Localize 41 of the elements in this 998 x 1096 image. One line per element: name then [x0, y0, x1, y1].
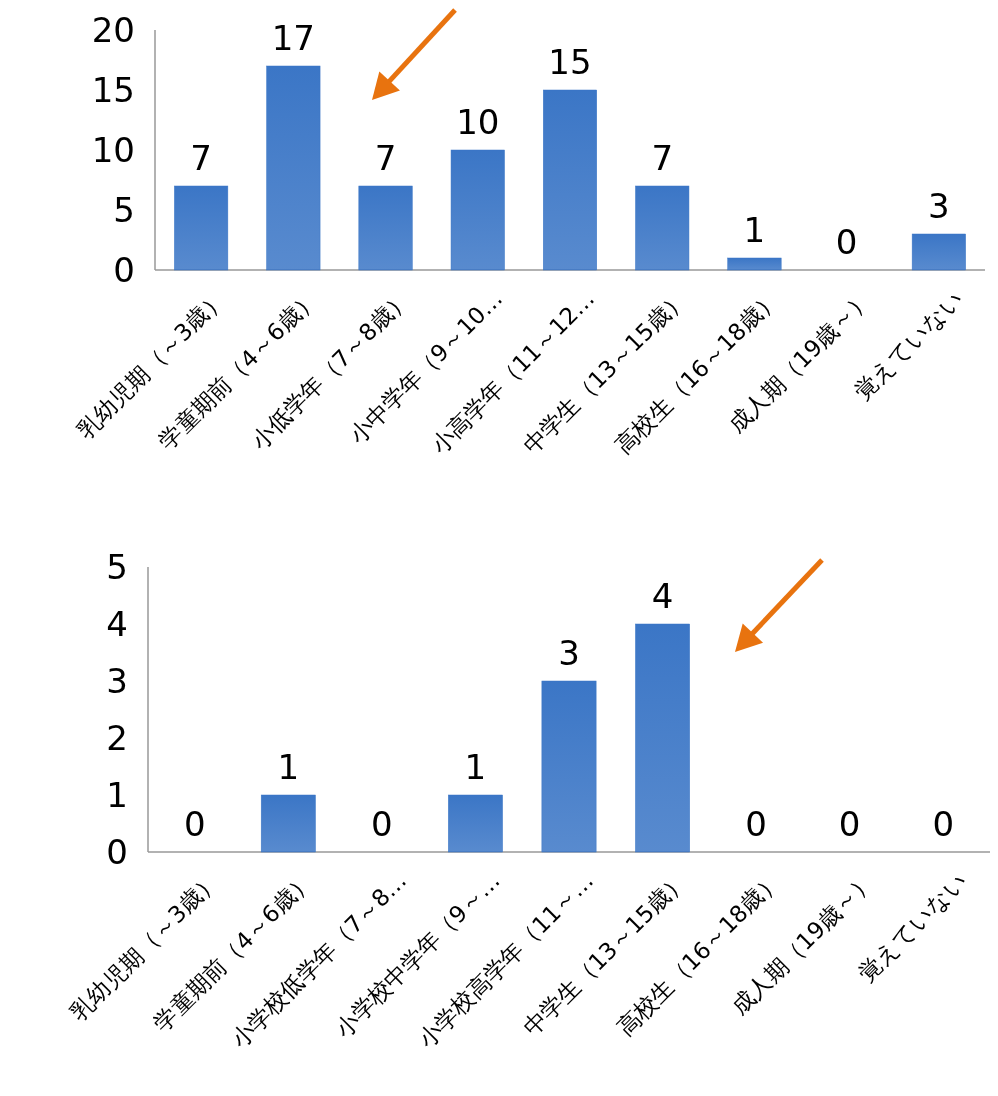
data-label: 0	[371, 804, 393, 844]
data-label: 0	[183, 804, 206, 844]
data-label: 0	[838, 804, 861, 844]
y-tick-label: 15	[91, 70, 135, 110]
bar	[260, 794, 316, 853]
bar	[727, 257, 782, 271]
data-label: 0	[835, 222, 858, 262]
bar	[450, 149, 505, 271]
y-tick-label: 4	[106, 604, 128, 644]
data-label: 1	[277, 747, 300, 787]
bar	[358, 185, 413, 271]
y-tick-label: 3	[106, 661, 128, 701]
bar	[911, 233, 966, 271]
y-tick-label: 5	[113, 190, 135, 230]
data-label: 3	[928, 186, 950, 226]
y-tick-label: 1	[106, 775, 128, 815]
bar	[635, 623, 690, 853]
bar	[448, 794, 503, 853]
bar	[543, 89, 597, 271]
data-label: 17	[271, 18, 315, 58]
data-label: 0	[745, 804, 767, 844]
data-label: 3	[558, 633, 580, 673]
y-tick-label: 0	[106, 832, 128, 872]
bar	[174, 185, 229, 271]
bar	[541, 680, 597, 853]
y-tick-label: 5	[106, 547, 128, 587]
y-tick-label: 2	[106, 718, 128, 758]
bar	[266, 65, 321, 271]
data-label: 7	[651, 138, 674, 178]
data-label: 1	[464, 747, 487, 787]
data-label: 10	[456, 102, 500, 142]
data-label: 7	[374, 138, 397, 178]
data-label: 1	[743, 210, 766, 250]
y-tick-label: 10	[91, 130, 135, 170]
data-label: 15	[548, 42, 592, 82]
data-label: 7	[190, 138, 212, 178]
y-tick-label: 20	[91, 10, 135, 50]
data-label: 0	[932, 804, 955, 844]
y-tick-label: 0	[113, 250, 135, 290]
data-label: 4	[651, 576, 674, 616]
bar	[635, 185, 690, 271]
